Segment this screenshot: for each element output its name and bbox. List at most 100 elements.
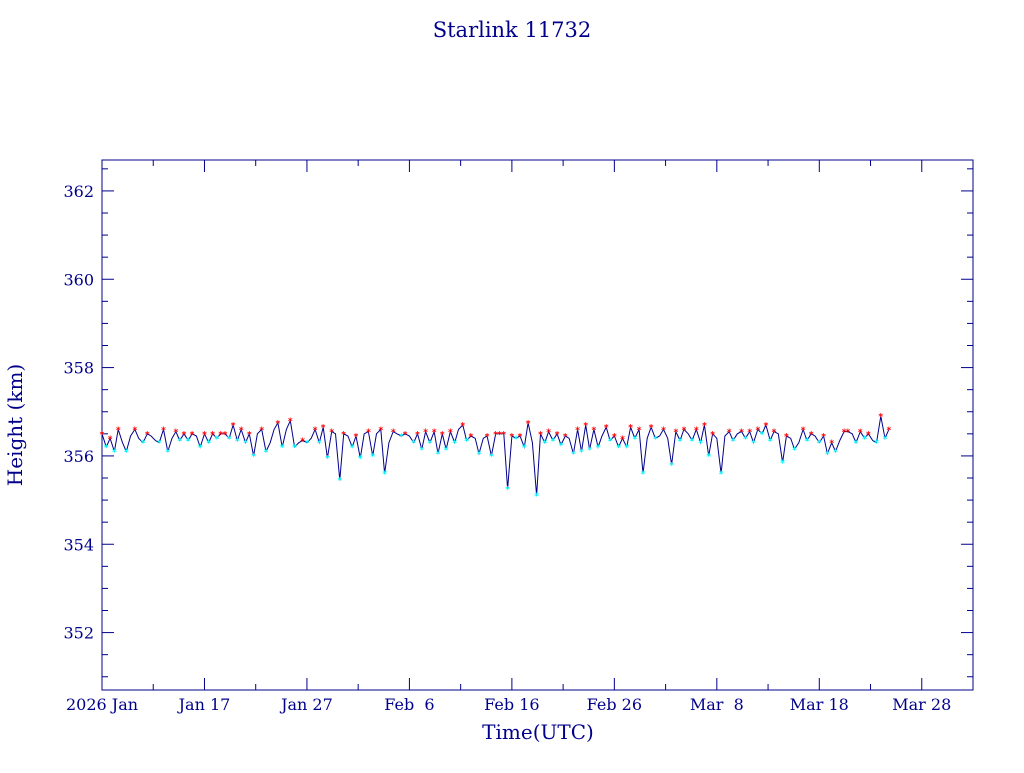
max-marker: * <box>887 426 892 436</box>
max-marker: * <box>727 428 732 438</box>
max-marker: * <box>591 426 596 436</box>
max-marker: * <box>174 428 179 438</box>
max-marker: * <box>231 422 236 432</box>
max-marker: * <box>460 422 465 432</box>
max-marker: * <box>432 428 437 438</box>
max-marker: * <box>354 433 359 443</box>
max-marker: * <box>694 426 699 436</box>
min-marker: * <box>325 455 330 465</box>
min-marker: * <box>587 446 592 456</box>
max-marker: * <box>673 428 678 438</box>
min-marker: * <box>825 450 830 460</box>
plot-frame <box>101 159 974 691</box>
min-marker: * <box>616 444 621 454</box>
min-marker: * <box>805 437 810 447</box>
max-marker: * <box>784 433 789 443</box>
series-layer: ********************* * * * ************** **… <box>100 413 892 503</box>
min-marker: * <box>833 448 838 458</box>
x-tick-label: 2026 Jan <box>66 695 138 714</box>
max-marker: * <box>223 430 228 440</box>
max-marker: * <box>259 426 264 436</box>
max-marker: * <box>108 435 113 445</box>
max-marker: * <box>116 426 121 436</box>
max-marker: * <box>366 428 371 438</box>
x-tick-label: Feb 6 <box>384 695 434 714</box>
max-marker: * <box>755 426 760 436</box>
min-marker: * <box>690 437 695 447</box>
max-marker: * <box>661 426 666 436</box>
min-marker: * <box>706 452 711 462</box>
min-marker: * <box>632 435 637 445</box>
max-marker: * <box>288 417 293 427</box>
x-tick-label: Mar 8 <box>690 695 744 714</box>
max-marker: * <box>145 430 150 440</box>
max-marker: * <box>440 430 445 440</box>
min-marker: * <box>792 446 797 456</box>
min-marker: * <box>854 439 859 449</box>
ticks-layer: 352 354 356 358 360 362 2026 Jan Jan 17 Jan 27 Fe… <box>63 160 973 714</box>
min-marker: * <box>305 439 310 449</box>
min-marker: * <box>751 439 756 449</box>
min-marker: * <box>419 446 424 456</box>
min-marker: * <box>399 433 404 443</box>
chart-title: Starlink 11732 <box>433 18 592 42</box>
min-marker: * <box>358 455 363 465</box>
min-marker: * <box>669 461 674 471</box>
max-marker: * <box>161 426 166 436</box>
min-marker: * <box>177 437 182 447</box>
max-marker: * <box>485 433 490 443</box>
max-marker: * <box>829 439 834 449</box>
max-marker: * <box>628 424 633 434</box>
max-marker: * <box>501 430 506 440</box>
max-marker: * <box>329 428 334 438</box>
min-marker: * <box>165 448 170 458</box>
min-marker: * <box>522 444 527 454</box>
min-marker: * <box>698 439 703 449</box>
max-marker: * <box>858 428 863 438</box>
max-marker: * <box>809 430 814 440</box>
y-tick-label: 354 <box>63 535 94 554</box>
min-marker: * <box>370 452 375 462</box>
min-marker: * <box>653 435 658 445</box>
min-marker: * <box>731 437 736 447</box>
max-marker: * <box>866 430 871 440</box>
max-marker: * <box>518 433 523 443</box>
max-marker: * <box>801 426 806 436</box>
max-marker: * <box>321 424 326 434</box>
x-tick-label: Feb 26 <box>587 695 642 714</box>
max-marker: * <box>276 419 281 429</box>
max-marker: * <box>620 435 625 445</box>
x-tick-label: Mar 28 <box>892 695 951 714</box>
min-marker: * <box>436 450 441 460</box>
max-marker: * <box>846 428 851 438</box>
max-marker: * <box>239 426 244 436</box>
min-marker: * <box>317 439 322 449</box>
y-tick-label: 360 <box>63 270 94 289</box>
max-marker: * <box>747 428 752 438</box>
max-marker: * <box>637 426 642 436</box>
max-marker: * <box>133 426 138 436</box>
min-marker: * <box>411 439 416 449</box>
min-marker: * <box>251 452 256 462</box>
min-marker: * <box>243 439 248 449</box>
max-marker: * <box>391 428 396 438</box>
min-marker: * <box>534 492 539 502</box>
max-marker: * <box>612 433 617 443</box>
min-marker: * <box>477 450 482 460</box>
max-marker: * <box>448 428 453 438</box>
min-marker: * <box>624 444 629 454</box>
y-axis-label: Height (km) <box>3 364 27 486</box>
min-marker: * <box>124 448 129 458</box>
min-marker: * <box>104 444 109 454</box>
min-marker: * <box>264 448 269 458</box>
min-marker: * <box>227 435 232 445</box>
min-marker: * <box>489 452 494 462</box>
max-marker: * <box>493 430 498 440</box>
min-marker: * <box>141 439 146 449</box>
max-marker: * <box>218 430 223 440</box>
x-tick-label: Jan 17 <box>177 695 231 714</box>
min-marker: * <box>444 446 449 456</box>
max-marker: * <box>682 426 687 436</box>
min-marker: * <box>112 448 117 458</box>
